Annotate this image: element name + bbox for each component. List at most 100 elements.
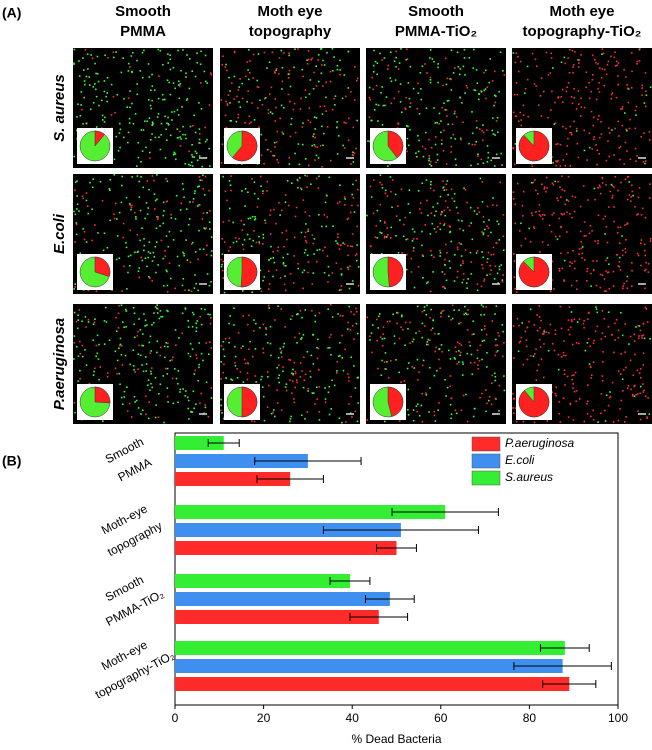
- cell: [376, 74, 378, 76]
- cell: [645, 90, 647, 92]
- cell: [195, 354, 197, 356]
- cell: [155, 200, 157, 202]
- cell: [442, 212, 444, 214]
- cell: [115, 136, 117, 138]
- cell: [493, 105, 495, 107]
- cell: [342, 145, 344, 147]
- cell: [134, 401, 136, 403]
- cell: [369, 97, 371, 99]
- cell: [271, 413, 273, 415]
- cell: [533, 182, 535, 184]
- cell: [610, 98, 612, 100]
- cell: [567, 145, 569, 147]
- cell: [175, 329, 177, 331]
- cell: [167, 396, 169, 398]
- cell: [584, 221, 586, 223]
- cell: [406, 269, 408, 271]
- cell: [456, 277, 458, 279]
- cell: [566, 91, 568, 93]
- cell: [629, 128, 631, 130]
- cell: [344, 243, 346, 245]
- cell: [93, 323, 95, 325]
- cell: [477, 349, 479, 351]
- cell: [325, 226, 327, 228]
- cell: [229, 208, 231, 210]
- cell: [487, 86, 489, 88]
- cell: [442, 85, 444, 87]
- cell: [137, 353, 139, 355]
- cell: [582, 246, 584, 248]
- cell: [151, 387, 153, 389]
- cell: [290, 124, 292, 126]
- cell: [503, 214, 505, 216]
- cell: [562, 126, 564, 128]
- cell: [524, 92, 526, 94]
- cell: [635, 394, 637, 396]
- cell: [277, 250, 279, 252]
- cell: [401, 111, 403, 113]
- cell: [352, 246, 354, 248]
- cell: [331, 380, 333, 382]
- cell: [542, 333, 544, 335]
- cell: [134, 337, 136, 339]
- cell: [564, 165, 566, 167]
- cell: [263, 396, 265, 398]
- cell: [123, 265, 125, 267]
- cell: [437, 203, 439, 205]
- cell: [408, 145, 410, 147]
- cell: [226, 70, 228, 72]
- cell: [426, 72, 428, 74]
- cell: [496, 154, 498, 156]
- x-tick-label: 100: [608, 711, 628, 725]
- cell: [332, 70, 334, 72]
- cell: [624, 323, 626, 325]
- cell: [90, 54, 92, 56]
- cell: [574, 51, 576, 53]
- cell: [324, 272, 326, 274]
- cell: [371, 120, 373, 122]
- cell: [220, 399, 222, 401]
- cell: [393, 98, 395, 100]
- cell: [520, 119, 522, 121]
- cell: [78, 60, 80, 62]
- cell: [601, 77, 603, 79]
- cell: [137, 142, 139, 144]
- cell: [462, 262, 464, 264]
- cell: [262, 386, 264, 388]
- cell: [130, 255, 132, 257]
- cell: [429, 339, 431, 341]
- cell: [383, 105, 385, 107]
- cell: [562, 159, 564, 161]
- cell: [280, 308, 282, 310]
- cell: [485, 88, 487, 90]
- cell: [301, 414, 303, 416]
- cell: [158, 98, 160, 100]
- x-tick-label: 20: [257, 711, 271, 725]
- cell: [234, 346, 236, 348]
- cell: [371, 77, 373, 79]
- cell: [140, 161, 142, 163]
- cell: [306, 59, 308, 61]
- cell: [369, 116, 371, 118]
- cell: [643, 391, 645, 393]
- cell: [165, 342, 167, 344]
- cell: [196, 152, 198, 154]
- cell: [600, 121, 602, 123]
- cell: [429, 387, 431, 389]
- cell: [532, 53, 534, 55]
- cell: [305, 223, 307, 225]
- cell: [631, 262, 633, 264]
- cell: [432, 271, 434, 273]
- cell: [595, 62, 597, 64]
- cell: [614, 323, 616, 325]
- cell: [310, 79, 312, 81]
- cell: [205, 342, 207, 344]
- cell: [319, 106, 321, 108]
- cell: [596, 260, 598, 262]
- cell: [445, 184, 447, 186]
- cell: [434, 375, 436, 377]
- cell: [591, 111, 593, 113]
- cell: [435, 162, 437, 164]
- cell: [391, 81, 393, 83]
- cell: [185, 239, 187, 241]
